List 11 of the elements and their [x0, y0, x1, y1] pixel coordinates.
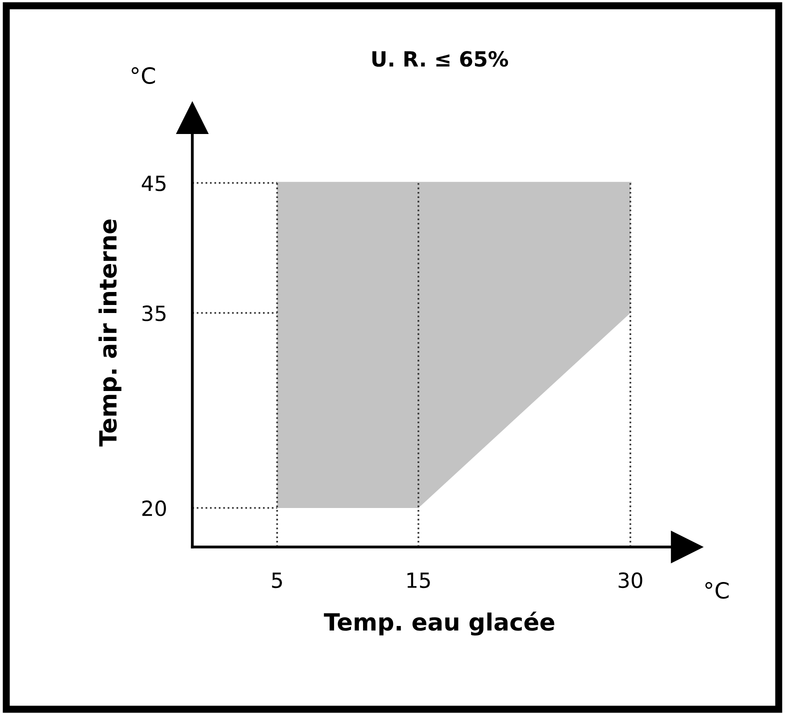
x-tick-label: 30 [618, 572, 642, 588]
text: °C [132, 67, 155, 84]
y-tick-label: 20 [142, 500, 166, 516]
chart-title: U. R. ≤ 65% [372, 51, 508, 67]
y-tick-label: 45 [142, 176, 166, 192]
text: °C [705, 582, 729, 599]
y-tick-label: 35 [142, 305, 166, 322]
x-axis-title: Temp. eau glacée [324, 612, 554, 636]
x-tick-label: 5 [272, 572, 282, 588]
y-axis-title: Temp. air interne [98, 219, 122, 446]
x-tick-label: 15 [407, 572, 430, 588]
